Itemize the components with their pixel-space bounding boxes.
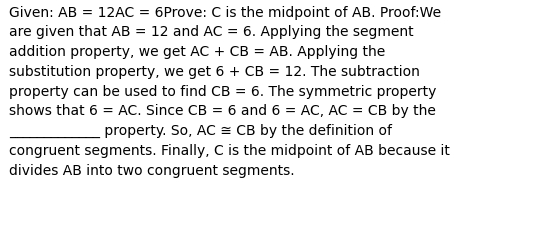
Text: Given: AB = 12AC = 6Prove: C is the midpoint of AB. Proof:We
are given that AB =: Given: AB = 12AC = 6Prove: C is the midp… xyxy=(9,6,450,177)
